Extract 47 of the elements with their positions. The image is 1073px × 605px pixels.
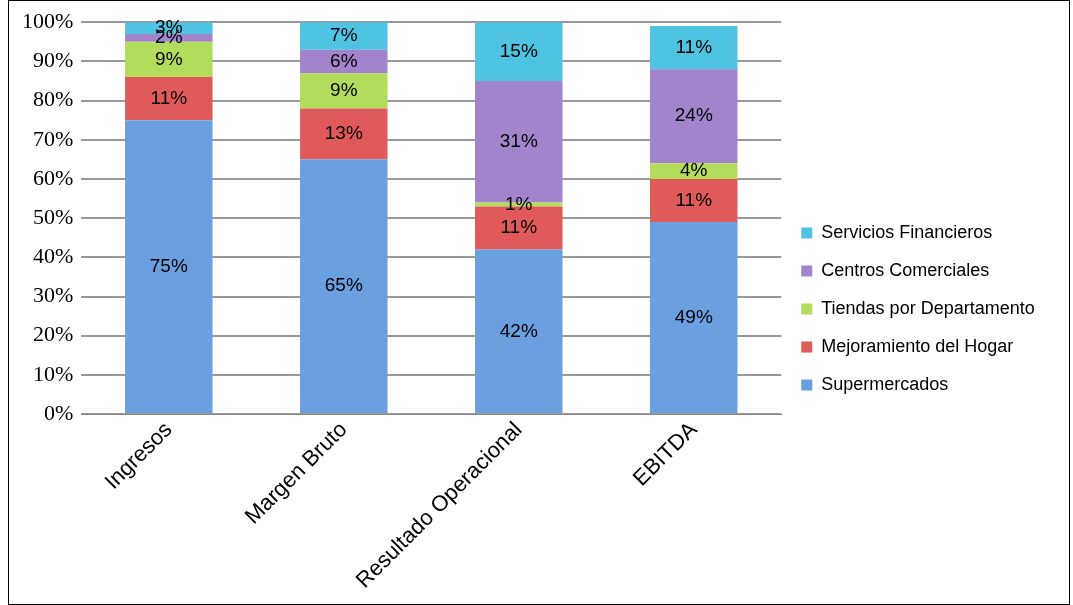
legend-label: Supermercados [821,373,949,394]
bar [300,22,388,50]
y-tick-label: 70% [33,125,74,151]
legend-label: Tiendas por Departamento [821,297,1035,318]
bar [300,159,388,414]
data-label: 11% [500,216,538,238]
data-label: 9% [330,79,358,101]
data-label: 6% [330,49,358,71]
bar [650,69,738,164]
data-label: 31% [499,129,538,151]
bar [650,222,738,414]
y-tick-label: 80% [33,86,74,112]
bar [300,73,388,109]
y-tick-label: 30% [33,282,74,308]
bar [125,77,213,121]
legend-label: Centros Comerciales [821,259,990,280]
y-tick-label: 90% [33,47,74,73]
data-label: 4% [680,159,708,181]
data-label: 1% [505,192,533,214]
data-label: 13% [324,122,363,144]
data-label: 7% [330,24,358,46]
y-tick-label: 60% [33,164,74,190]
data-label: 49% [674,305,713,327]
y-tick-label: 20% [33,321,74,347]
bar [125,41,213,78]
data-label: 11% [675,35,713,57]
y-tick-label: 0% [44,399,74,425]
bar [650,178,738,223]
bar [475,249,563,414]
legend-label: Mejoramiento del Hogar [821,335,1014,356]
data-label: 11% [675,188,713,210]
bar [125,120,213,414]
bar [300,108,388,160]
data-label: 75% [149,254,188,276]
data-label: 15% [499,39,538,61]
data-label: 24% [674,104,713,126]
legend-label: Servicios Financieros [821,221,993,242]
y-tick-label: 40% [33,243,74,269]
bar [650,26,738,70]
data-label: 11% [150,86,188,108]
data-label: 65% [324,274,363,296]
data-label: 42% [499,319,538,341]
data-label: 9% [155,47,183,69]
y-tick-label: 100% [22,7,74,33]
bar [475,22,563,81]
y-tick-label: 50% [33,203,74,229]
y-tick-label: 10% [33,360,74,386]
